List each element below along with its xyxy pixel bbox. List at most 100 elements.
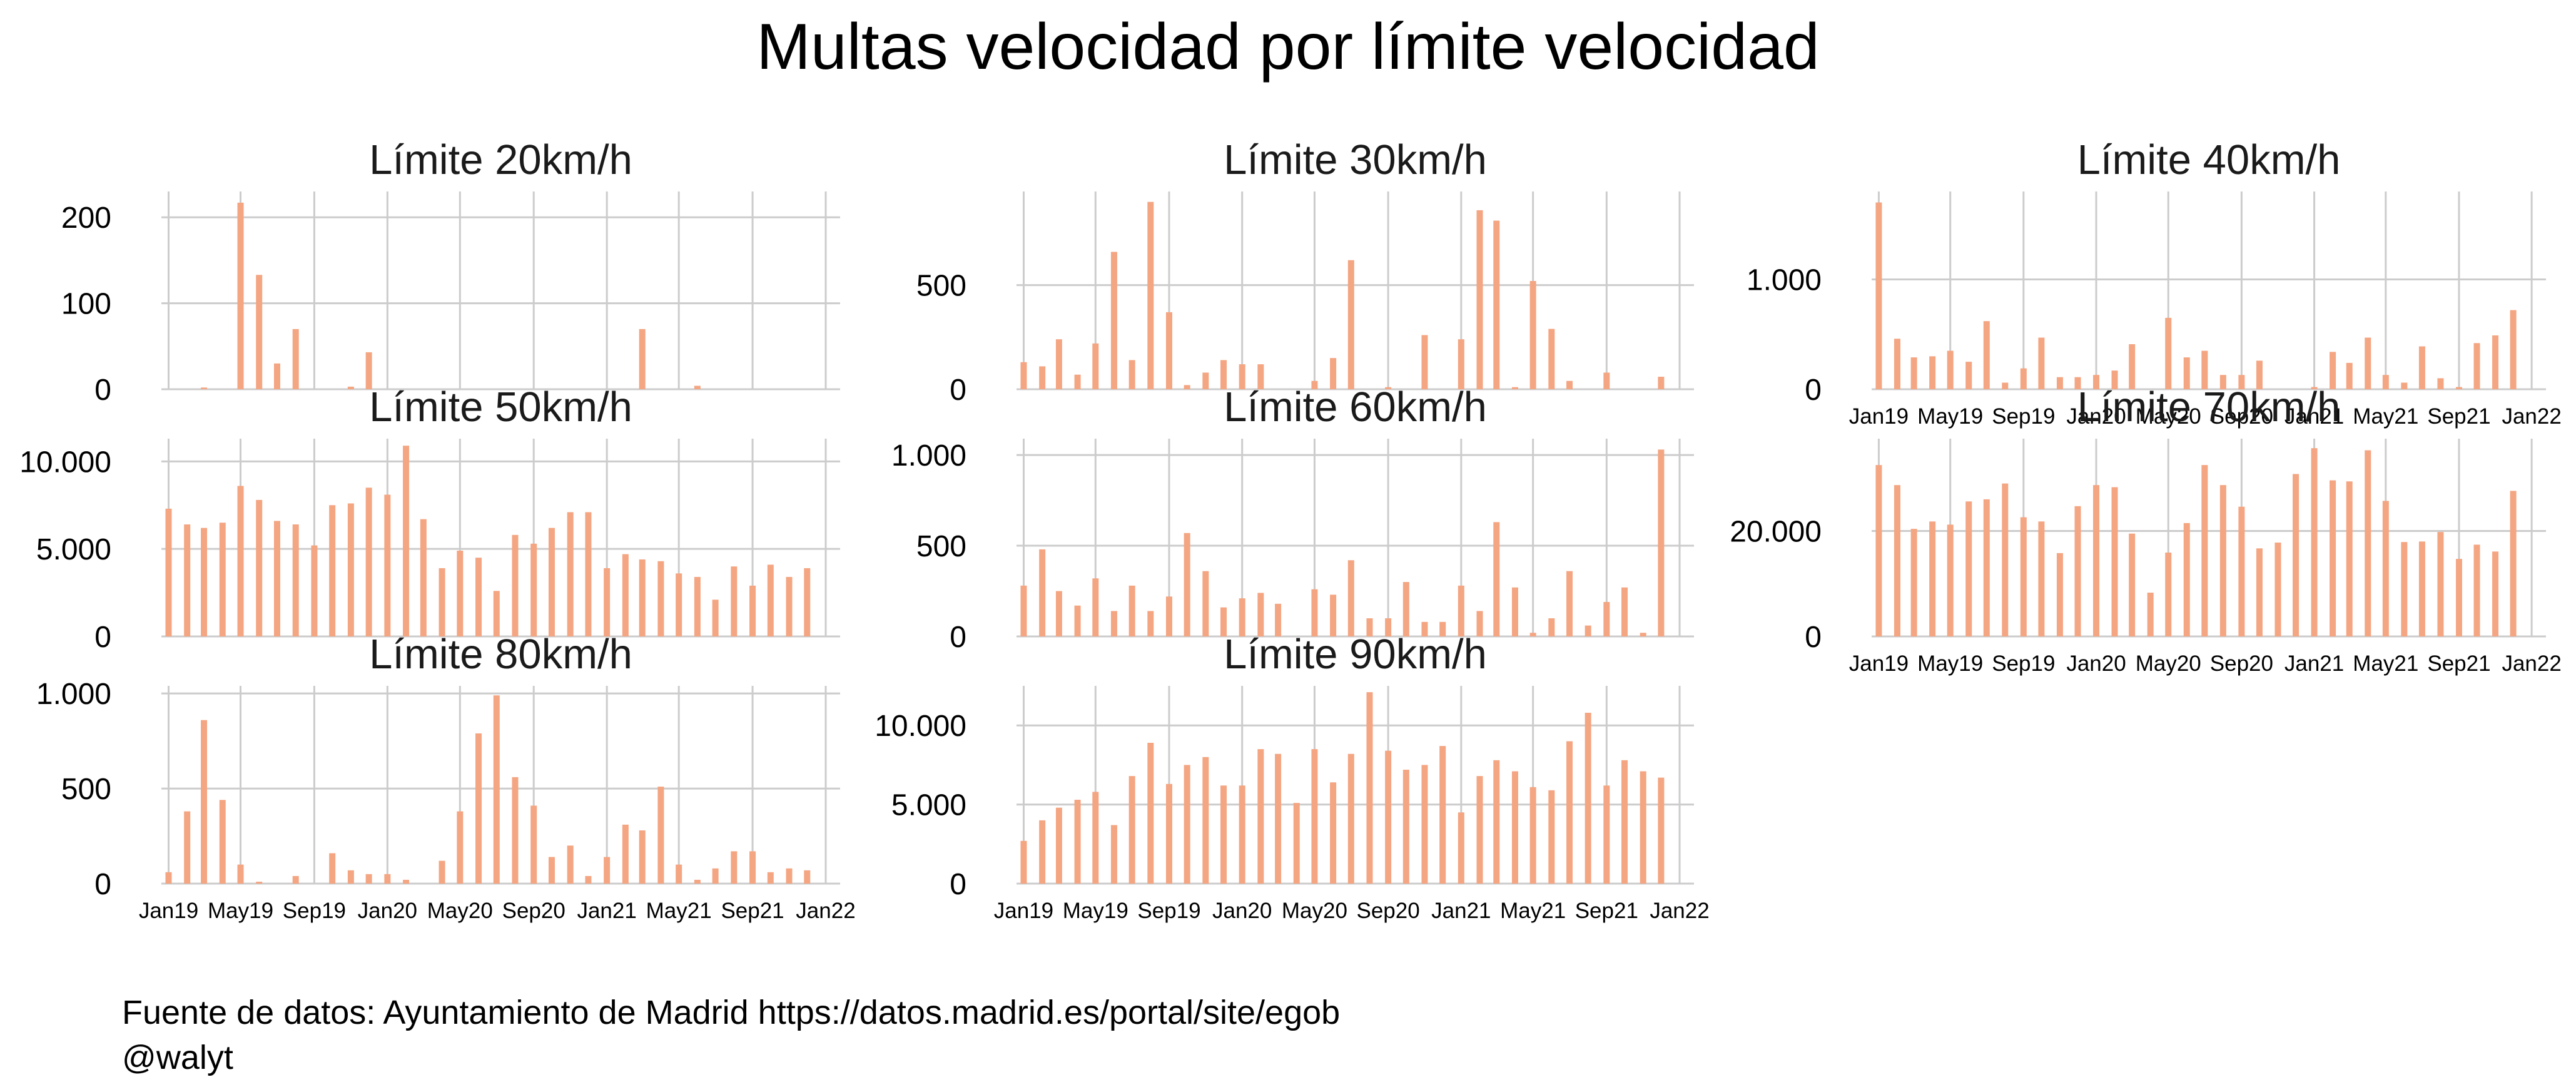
bar [1476, 776, 1483, 884]
bar [2473, 544, 2480, 636]
bar [2510, 310, 2517, 389]
bar [1128, 585, 1135, 636]
bar [604, 568, 611, 636]
y-tick-label: 100 [61, 288, 111, 321]
x-tick-label: Sep21 [2427, 651, 2490, 676]
bar [1585, 625, 1591, 636]
bar [1658, 449, 1665, 636]
bar [1458, 812, 1464, 884]
bar [567, 845, 574, 884]
y-tick-label: 500 [916, 530, 966, 563]
bar [329, 505, 336, 636]
bar [1039, 820, 1046, 884]
bar [1947, 524, 1954, 636]
bar [2311, 448, 2318, 636]
bar [165, 508, 172, 636]
bar [1275, 753, 1282, 884]
y-tick-label: 1.000 [891, 439, 966, 472]
bar [1458, 339, 1464, 389]
bar [1147, 611, 1154, 636]
x-tick-label: Sep21 [1575, 899, 1638, 923]
x-tick-label: Jan19 [1849, 404, 1909, 429]
bar [1347, 560, 1354, 636]
bar [2437, 532, 2444, 636]
bar [512, 534, 519, 636]
x-tick-label: Jan22 [2502, 651, 2561, 676]
facet-title: Límite 50km/h [369, 384, 632, 431]
bar [493, 591, 500, 636]
facet-3: 0 1.000 Jan19 May19 Sep19 Jan20 May20 Sep20 Jan2… [1747, 136, 2562, 429]
facet-title: Límite 40km/h [2077, 136, 2341, 183]
bar [457, 811, 464, 884]
bar [1330, 594, 1337, 636]
x-tick-label: Jan21 [2284, 404, 2344, 429]
x-tick-label: Jan19 [1849, 651, 1909, 676]
bar [1421, 621, 1428, 636]
bar [2382, 375, 2389, 389]
facet-title: Límite 60km/h [1224, 384, 1487, 431]
bar [2111, 370, 2118, 389]
x-tick-label: Jan20 [2066, 404, 2126, 429]
bar [2093, 485, 2100, 636]
bar [622, 824, 629, 884]
bar [1257, 749, 1264, 884]
bar [384, 494, 391, 636]
bar [1020, 585, 1027, 636]
bar [676, 864, 682, 884]
x-tick-label: Sep20 [1357, 899, 1420, 923]
bar [1511, 771, 1518, 884]
bar [1074, 605, 1081, 636]
x-tick-label: Sep21 [2427, 404, 2490, 429]
bar [530, 543, 537, 636]
bar [1894, 339, 1900, 389]
x-tick-label: May19 [208, 899, 273, 923]
bar [2111, 487, 2118, 636]
bar [165, 872, 172, 884]
bar [1421, 335, 1428, 389]
bar [767, 872, 774, 884]
y-tick-label: 5.000 [891, 789, 966, 822]
bar [1621, 760, 1628, 884]
bar [1875, 202, 1882, 389]
bar [1092, 343, 1099, 389]
bar [1566, 741, 1573, 884]
bar [1128, 776, 1135, 884]
bar [365, 352, 372, 389]
bar [1311, 589, 1318, 636]
x-tick-label: Sep20 [2210, 404, 2273, 429]
bar [2238, 506, 2245, 636]
y-tick-label: 1.000 [36, 678, 111, 711]
x-tick-label: May19 [1917, 651, 1983, 676]
bar [2129, 533, 2136, 636]
bar [2437, 378, 2444, 389]
facet-1: 0 100 200 Límite 20km/h [61, 136, 840, 407]
bar [2074, 506, 2081, 636]
x-tick-label: May20 [2136, 651, 2201, 676]
bar [2038, 521, 2045, 636]
bar [403, 446, 410, 636]
bar [439, 860, 445, 884]
bar [2346, 481, 2353, 636]
bar [2492, 335, 2499, 389]
x-tick-label: May20 [2136, 404, 2201, 429]
bar [2346, 362, 2353, 389]
bar [1947, 350, 1954, 389]
bar [2165, 317, 2172, 389]
bar [657, 561, 664, 636]
bar [749, 851, 756, 884]
bar [256, 499, 263, 636]
bar [2311, 387, 2318, 389]
bar [1385, 387, 1392, 389]
bar [2256, 548, 2263, 636]
bar [1585, 712, 1591, 884]
y-tick-label: 5.000 [36, 533, 111, 566]
bar [1910, 529, 1917, 636]
x-tick-label: Jan20 [1212, 899, 1272, 923]
bar [1257, 364, 1264, 389]
bar [1293, 803, 1300, 884]
y-tick-label: 20.000 [1730, 515, 1822, 548]
x-tick-label: Jan22 [796, 899, 855, 923]
x-tick-label: Sep19 [283, 899, 346, 923]
bar [2418, 541, 2425, 636]
